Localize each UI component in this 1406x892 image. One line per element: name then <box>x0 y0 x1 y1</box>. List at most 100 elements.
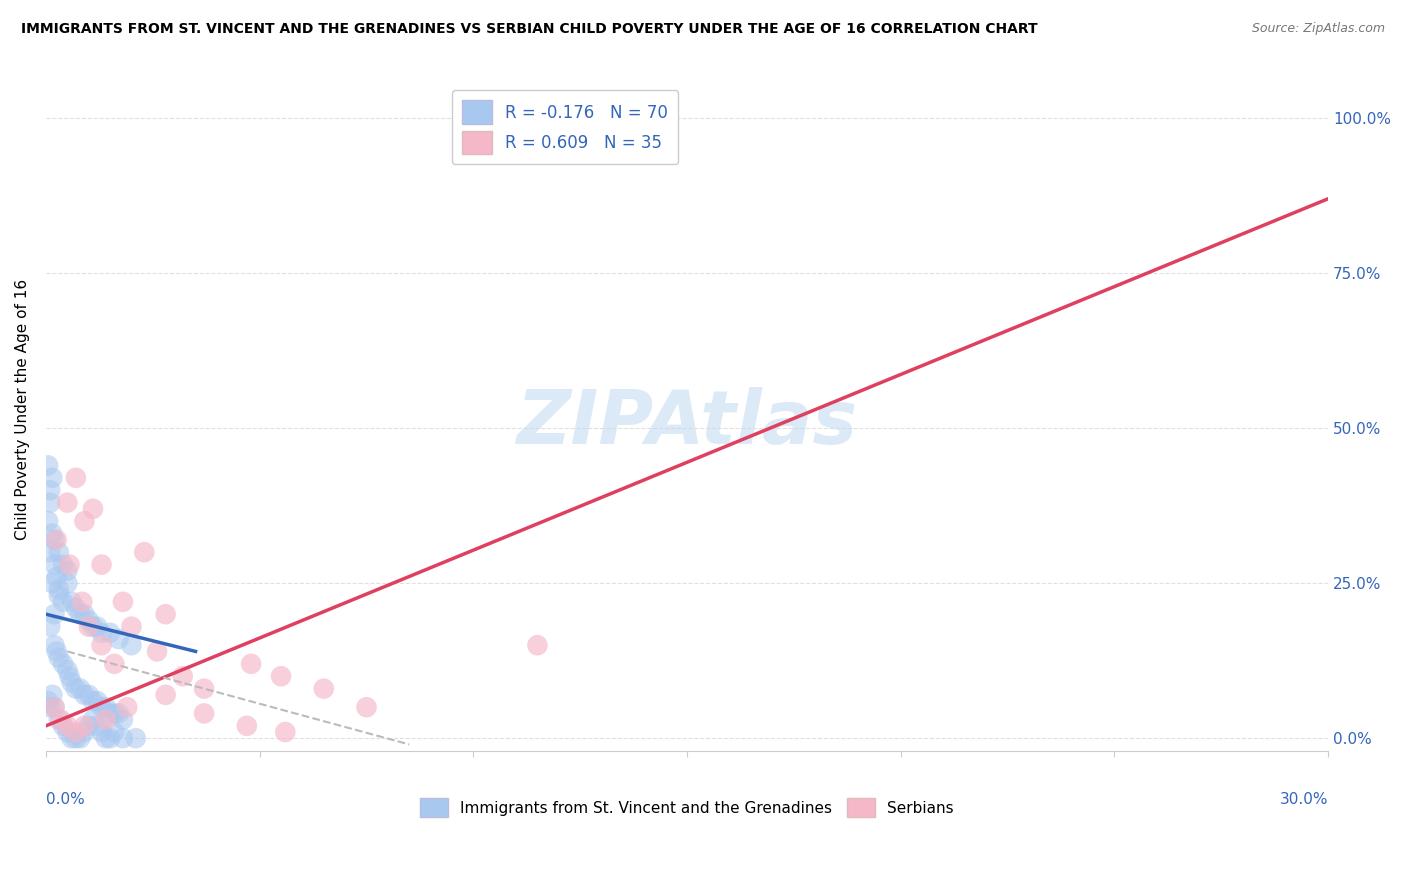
Point <box>526 638 548 652</box>
Point <box>111 595 134 609</box>
Point <box>52 595 75 609</box>
Point <box>155 607 177 622</box>
Point <box>60 731 83 746</box>
Point <box>73 719 96 733</box>
Point <box>82 694 104 708</box>
Point <box>90 625 112 640</box>
Point <box>48 589 70 603</box>
Point <box>77 619 100 633</box>
Point <box>98 706 121 721</box>
Point <box>52 558 75 572</box>
Point <box>134 545 156 559</box>
Point <box>82 713 104 727</box>
Point <box>56 663 79 677</box>
Point <box>48 650 70 665</box>
Point <box>72 595 94 609</box>
Point <box>69 607 91 622</box>
Point <box>236 719 259 733</box>
Point <box>111 731 134 746</box>
Point <box>77 688 100 702</box>
Point <box>86 619 108 633</box>
Point <box>73 607 96 622</box>
Point <box>37 514 59 528</box>
Point <box>65 681 87 696</box>
Point <box>111 713 134 727</box>
Point <box>103 657 125 671</box>
Point <box>41 471 63 485</box>
Text: Source: ZipAtlas.com: Source: ZipAtlas.com <box>1251 22 1385 36</box>
Point <box>77 719 100 733</box>
Point <box>172 669 194 683</box>
Point <box>471 111 494 125</box>
Point <box>37 458 59 473</box>
Point <box>90 725 112 739</box>
Point <box>44 638 66 652</box>
Point <box>98 731 121 746</box>
Point <box>193 681 215 696</box>
Point <box>44 533 66 547</box>
Text: 0.0%: 0.0% <box>46 791 84 806</box>
Point <box>39 545 62 559</box>
Point <box>270 669 292 683</box>
Point <box>41 526 63 541</box>
Point <box>115 700 138 714</box>
Y-axis label: Child Poverty Under the Age of 16: Child Poverty Under the Age of 16 <box>15 279 30 541</box>
Point <box>60 675 83 690</box>
Point <box>49 713 72 727</box>
Point <box>69 681 91 696</box>
Point <box>77 614 100 628</box>
Point <box>240 657 263 671</box>
Point <box>58 669 80 683</box>
Point <box>356 700 378 714</box>
Point <box>90 638 112 652</box>
Point <box>60 595 83 609</box>
Point <box>65 601 87 615</box>
Point <box>48 545 70 559</box>
Point <box>65 471 87 485</box>
Point <box>56 719 79 733</box>
Point <box>103 725 125 739</box>
Point <box>69 731 91 746</box>
Point <box>86 719 108 733</box>
Point <box>274 725 297 739</box>
Point <box>44 607 66 622</box>
Point <box>45 570 67 584</box>
Point <box>73 514 96 528</box>
Point <box>107 706 129 721</box>
Point <box>39 495 62 509</box>
Point <box>125 731 148 746</box>
Point <box>56 725 79 739</box>
Point <box>120 619 142 633</box>
Point <box>39 483 62 498</box>
Legend: Immigrants from St. Vincent and the Grenadines, Serbians: Immigrants from St. Vincent and the Gren… <box>415 792 960 823</box>
Point <box>41 688 63 702</box>
Point <box>107 632 129 646</box>
Point <box>37 694 59 708</box>
Point <box>45 644 67 658</box>
Point <box>41 576 63 591</box>
Point <box>52 719 75 733</box>
Text: ZIPAtlas: ZIPAtlas <box>516 387 858 459</box>
Point <box>45 533 67 547</box>
Point <box>90 558 112 572</box>
Point <box>193 706 215 721</box>
Text: 30.0%: 30.0% <box>1279 791 1329 806</box>
Point <box>155 688 177 702</box>
Point <box>94 731 117 746</box>
Point <box>98 625 121 640</box>
Point <box>39 619 62 633</box>
Text: IMMIGRANTS FROM ST. VINCENT AND THE GRENADINES VS SERBIAN CHILD POVERTY UNDER TH: IMMIGRANTS FROM ST. VINCENT AND THE GREN… <box>21 22 1038 37</box>
Point <box>58 558 80 572</box>
Point <box>82 501 104 516</box>
Point <box>103 706 125 721</box>
Point <box>120 638 142 652</box>
Point <box>44 558 66 572</box>
Point <box>94 700 117 714</box>
Point <box>39 700 62 714</box>
Point <box>48 713 70 727</box>
Point <box>312 681 335 696</box>
Point <box>44 700 66 714</box>
Point <box>73 725 96 739</box>
Point <box>52 657 75 671</box>
Point <box>82 619 104 633</box>
